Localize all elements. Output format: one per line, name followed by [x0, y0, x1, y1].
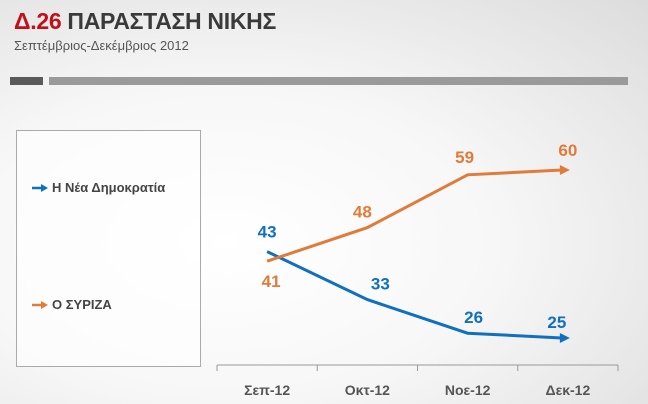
- x-tick-label: Νοε-12: [445, 382, 491, 398]
- legend-item-syriza: Ο ΣΥΡΙΖΑ: [31, 297, 112, 312]
- legend-item-nd: Η Νέα Δημοκρατία: [31, 180, 165, 195]
- arrow-icon: [32, 183, 48, 192]
- title-number: Δ.26: [14, 8, 62, 34]
- data-label: 60: [558, 141, 577, 160]
- title-text: ΠΑΡΑΣΤΑΣΗ ΝΙΚΗΣ: [67, 8, 276, 34]
- page-title: Δ.26 ΠΑΡΑΣΤΑΣΗ ΝΙΚΗΣ: [14, 8, 276, 35]
- series-line: [266, 168, 562, 263]
- data-label: 41: [262, 272, 281, 291]
- chart-legend: Η Νέα Δημοκρατία Ο ΣΥΡΙΖΑ: [16, 130, 201, 367]
- data-label: 59: [455, 148, 474, 167]
- series-line: [266, 250, 562, 340]
- x-tick-label: Σεπ-12: [244, 382, 290, 398]
- data-label: 25: [547, 313, 566, 332]
- series-arrowhead: [559, 333, 570, 343]
- decorative-bar-light: [49, 77, 628, 85]
- data-label: 33: [371, 275, 390, 294]
- legend-label: Ο ΣΥΡΙΖΑ: [52, 297, 112, 312]
- legend-label: Η Νέα Δημοκρατία: [52, 180, 166, 195]
- page-subtitle: Σεπτέμβριος-Δεκέμβριος 2012: [14, 38, 189, 53]
- data-label: 48: [353, 203, 372, 222]
- data-label: 43: [258, 223, 277, 242]
- x-tick-label: Δεκ-12: [546, 382, 591, 398]
- x-tick-label: Οκτ-12: [345, 382, 390, 398]
- decorative-bar-dark: [10, 77, 43, 85]
- series-arrowhead: [559, 165, 570, 175]
- arrow-icon: [32, 300, 48, 309]
- data-label: 26: [464, 308, 483, 327]
